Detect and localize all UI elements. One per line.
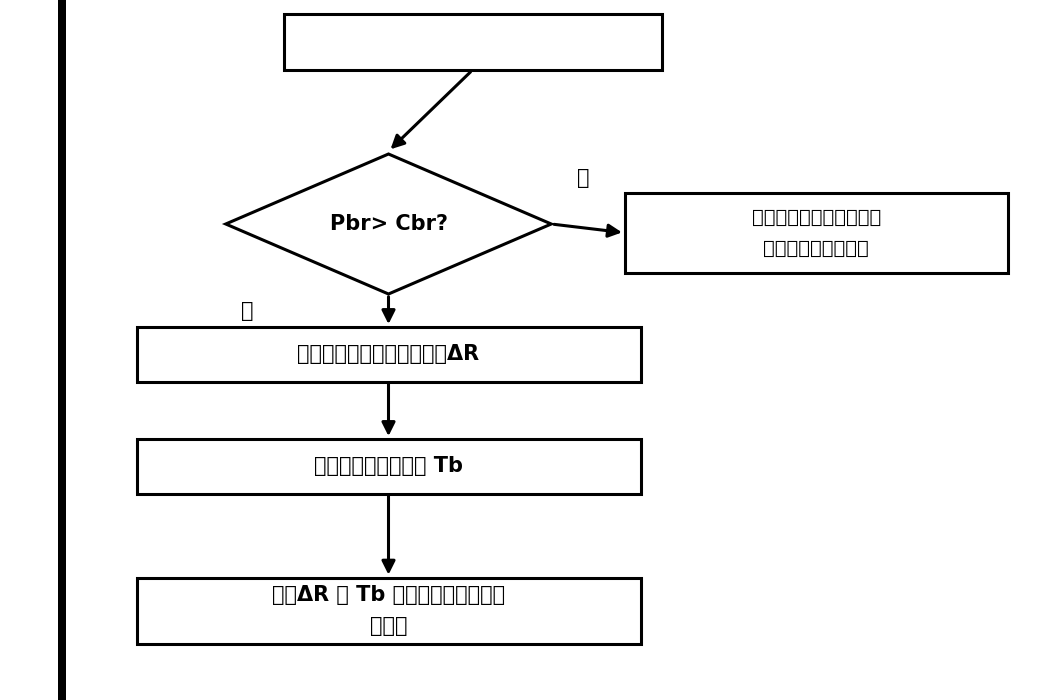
Text: Pbr> Cbr?: Pbr> Cbr?: [330, 214, 447, 234]
Bar: [58, 0, 66, 700]
Text: 否: 否: [576, 169, 589, 188]
Bar: [284, 14, 662, 70]
Text: 整控制: 整控制: [370, 616, 407, 636]
Text: 是: 是: [240, 302, 253, 321]
Bar: [136, 578, 640, 644]
Text: 计算和设置延迟参数 Tb: 计算和设置延迟参数 Tb: [314, 456, 463, 476]
Polygon shape: [226, 154, 551, 294]
Bar: [136, 439, 640, 493]
Text: 通常的画质增强处理: 通常的画质增强处理: [763, 239, 869, 258]
Bar: [136, 327, 640, 382]
Text: 不进行背光源调节，进行: 不进行背光源调节，进行: [752, 208, 881, 227]
Bar: [625, 193, 1008, 273]
Text: 根据ΔR 和 Tb 执行自适应背光源调: 根据ΔR 和 Tb 执行自适应背光源调: [272, 585, 505, 606]
Text: 计算和设置背光源降低参数ΔR: 计算和设置背光源降低参数ΔR: [297, 344, 480, 364]
